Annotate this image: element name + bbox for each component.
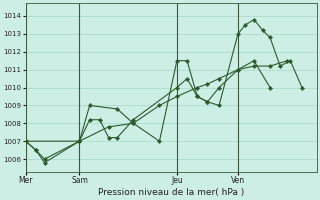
X-axis label: Pression niveau de la mer( hPa ): Pression niveau de la mer( hPa ) bbox=[98, 188, 244, 197]
